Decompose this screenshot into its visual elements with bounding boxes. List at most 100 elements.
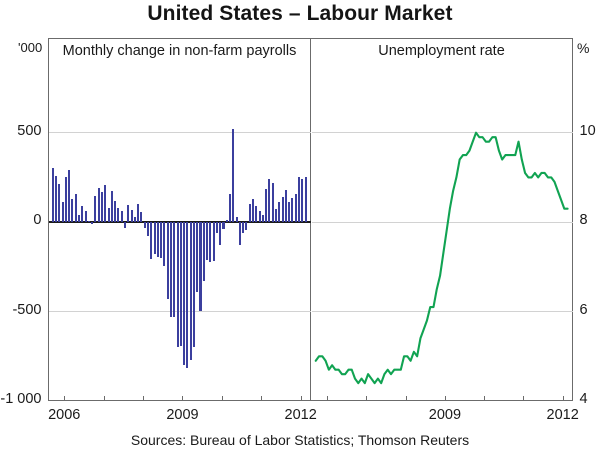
bar	[176, 222, 179, 348]
bar	[281, 197, 284, 223]
bar	[229, 193, 232, 223]
bar	[261, 214, 264, 223]
bar	[61, 201, 64, 223]
bar	[212, 222, 215, 262]
bar	[146, 222, 149, 237]
bar	[268, 179, 271, 223]
bar	[258, 211, 261, 223]
x-axis-tick	[523, 396, 525, 401]
x-axis-tick	[103, 396, 105, 401]
bar	[153, 222, 156, 255]
bar	[123, 222, 126, 228]
bar	[74, 194, 77, 223]
bar	[58, 183, 61, 223]
y-axis-tick-label: 8	[579, 212, 588, 229]
x-axis-tick	[182, 396, 184, 401]
bar	[186, 222, 189, 368]
bar	[104, 184, 107, 223]
bar	[278, 202, 281, 223]
bar	[81, 206, 84, 223]
bar	[245, 222, 248, 231]
x-axis-tick	[221, 396, 223, 401]
bar	[84, 211, 87, 223]
bar	[209, 222, 212, 263]
bar	[78, 214, 81, 223]
bar	[291, 197, 294, 223]
gridline	[48, 311, 311, 313]
x-axis-tick	[327, 396, 329, 401]
bar	[110, 190, 113, 223]
y-axis-tick-label: 10	[579, 122, 596, 139]
bar	[94, 196, 97, 223]
gridline	[311, 132, 573, 134]
bar	[169, 222, 172, 317]
x-axis-tick-label: 2012	[284, 407, 317, 423]
bar	[183, 222, 186, 366]
x-axis-tick	[64, 396, 66, 401]
gridline	[311, 311, 573, 313]
bar	[252, 198, 255, 223]
bar	[206, 222, 209, 260]
bar	[150, 222, 153, 259]
bar	[143, 222, 146, 229]
gridline	[48, 132, 311, 134]
bar	[215, 222, 218, 233]
bar	[97, 188, 100, 223]
bar	[275, 208, 278, 223]
bar	[265, 189, 268, 223]
plot-area-payrolls	[48, 88, 311, 401]
bar	[235, 216, 238, 223]
right-axis-unit-label: %	[577, 40, 590, 56]
bar	[242, 222, 245, 233]
bar	[87, 221, 90, 223]
bar	[55, 175, 58, 223]
y-axis-tick-label: 4	[579, 391, 588, 407]
bar	[100, 191, 104, 223]
bar	[114, 200, 117, 223]
bar	[232, 129, 235, 223]
x-axis-tick-label: 2012	[546, 407, 579, 423]
x-axis-tick	[261, 396, 263, 401]
x-axis-tick	[484, 396, 486, 401]
bar	[163, 222, 166, 266]
bar	[202, 222, 205, 282]
x-axis-tick-label: 2009	[166, 407, 199, 423]
bar	[196, 222, 199, 292]
bar	[284, 189, 287, 223]
bar	[117, 207, 120, 223]
y-axis-tick-label: -1 000	[0, 391, 42, 407]
plot-area-unemployment	[311, 88, 573, 401]
bar	[64, 177, 67, 223]
bar	[189, 222, 192, 360]
x-axis-tick	[143, 396, 145, 401]
bar	[166, 222, 169, 300]
x-axis-tick-label: 2009	[428, 407, 462, 423]
bar	[91, 222, 94, 224]
panel-header-payrolls: Monthly change in non-farm payrolls	[48, 38, 311, 88]
x-axis-tick-label: 2006	[48, 407, 81, 423]
bar	[294, 194, 297, 223]
chart-title: United States – Labour Market	[147, 2, 453, 25]
bar	[133, 216, 136, 223]
bar	[225, 220, 228, 223]
panel-header-unemployment: Unemployment rate	[311, 38, 573, 88]
x-axis-tick	[405, 396, 407, 401]
bar	[238, 222, 241, 246]
bar	[219, 222, 222, 246]
y-axis-tick-label: -500	[12, 301, 42, 318]
bar	[156, 222, 159, 258]
bar	[255, 206, 258, 223]
bar	[179, 222, 182, 346]
bar	[301, 179, 304, 223]
bar	[199, 222, 202, 311]
bar	[297, 177, 301, 223]
bar	[304, 177, 307, 223]
bar	[68, 170, 71, 223]
gridline	[311, 221, 573, 223]
bar	[271, 182, 274, 223]
sources-note: Sources: Bureau of Labor Statistics; Tho…	[130, 432, 470, 448]
y-axis-tick-label: 500	[17, 122, 42, 139]
x-axis-tick	[366, 396, 368, 401]
bar	[173, 222, 176, 317]
